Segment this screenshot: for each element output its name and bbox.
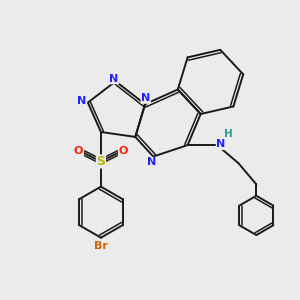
Text: N: N xyxy=(216,140,226,149)
Text: O: O xyxy=(74,146,83,156)
Text: Br: Br xyxy=(94,241,108,251)
Text: H: H xyxy=(224,129,233,139)
Text: N: N xyxy=(141,93,150,103)
Text: N: N xyxy=(147,158,156,167)
Text: N: N xyxy=(110,74,118,84)
Text: S: S xyxy=(96,155,105,168)
Text: O: O xyxy=(118,146,128,156)
Text: N: N xyxy=(77,96,87,106)
